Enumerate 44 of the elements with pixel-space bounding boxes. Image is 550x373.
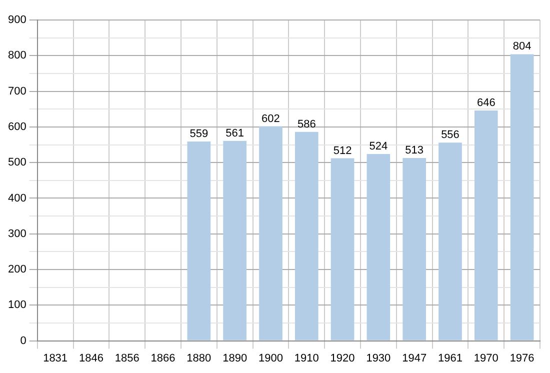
data-label: 586	[297, 118, 316, 130]
x-tick-label: 1846	[78, 352, 104, 364]
data-label: 602	[262, 112, 280, 125]
bar	[294, 132, 318, 340]
x-tick-label: 1890	[222, 352, 248, 364]
y-tick-label: 0	[20, 334, 26, 347]
x-tick-label: 1900	[258, 352, 283, 364]
x-tick-label: 1976	[510, 352, 534, 364]
bar	[510, 54, 534, 340]
y-tick-label: 800	[8, 50, 26, 62]
data-label: 513	[405, 144, 424, 156]
y-tick-label: 100	[8, 299, 26, 312]
y-tick-label: 700	[8, 85, 26, 98]
data-label: 561	[226, 127, 244, 140]
y-tick-label: 300	[8, 228, 26, 240]
x-tick-label: 1930	[366, 352, 391, 364]
x-tick-label: 1866	[150, 352, 176, 364]
x-tick-label: 1947	[402, 352, 427, 364]
x-tick-label: 1880	[186, 352, 212, 364]
x-tick-label: 1961	[438, 352, 462, 364]
y-tick-label: 200	[8, 264, 26, 276]
bar	[402, 158, 426, 340]
data-label: 804	[512, 40, 532, 53]
y-tick-label: 600	[8, 120, 26, 133]
x-tick-label: 1831	[43, 352, 68, 364]
y-tick-label: 500	[8, 156, 26, 169]
y-tick-label: 400	[8, 192, 26, 204]
data-label: 556	[441, 129, 460, 142]
bar	[474, 110, 498, 340]
data-label: 524	[369, 140, 388, 153]
x-tick-label: 1920	[330, 352, 355, 364]
bar	[259, 126, 282, 340]
data-label: 512	[333, 144, 352, 157]
bar	[187, 142, 211, 340]
x-tick-label: 1910	[294, 352, 319, 364]
bar	[366, 154, 390, 340]
data-label: 646	[476, 97, 496, 110]
bar	[330, 158, 354, 340]
data-label: 559	[190, 128, 208, 140]
x-tick-label: 1970	[474, 352, 498, 364]
bar	[223, 140, 246, 340]
bar	[438, 142, 462, 340]
x-tick-label: 1856	[114, 352, 140, 364]
y-tick-label: 900	[8, 14, 26, 26]
